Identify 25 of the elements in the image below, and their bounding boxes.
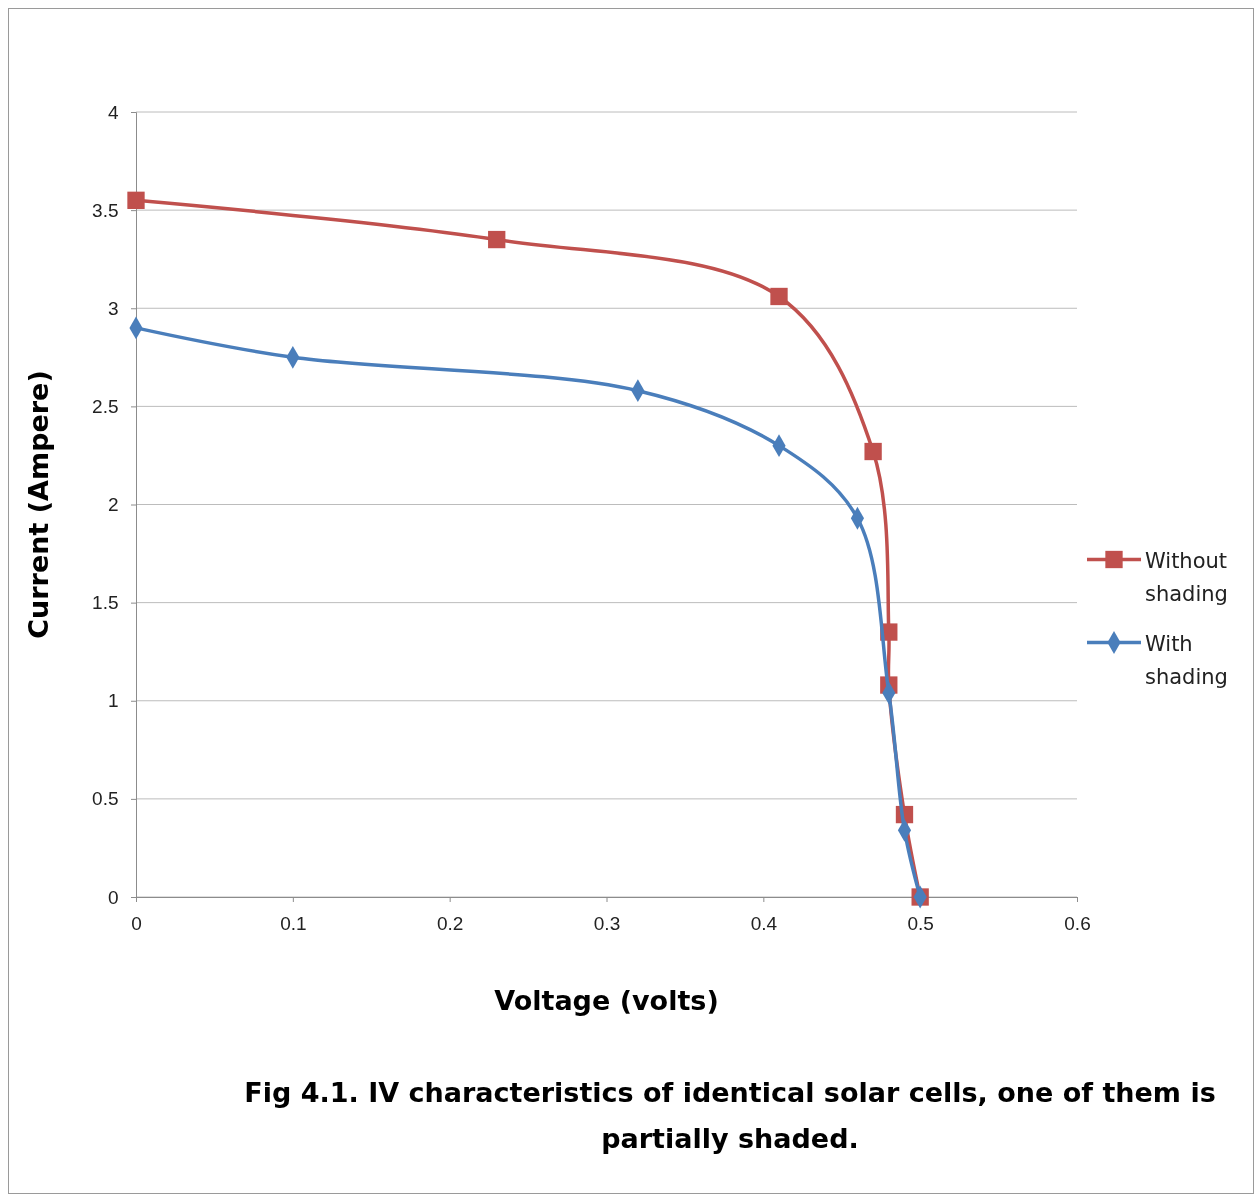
x-axis-title: Voltage (volts): [494, 985, 719, 1016]
legend-label: With shading: [1145, 631, 1228, 689]
x-tick-label: 0.6: [1064, 912, 1091, 934]
x-tick-label: 0.5: [907, 912, 934, 934]
legend-label: Without shading: [1145, 548, 1228, 606]
x-tick-label: 0.1: [280, 912, 307, 934]
point: [127, 191, 145, 209]
y-tick-label: 1: [107, 690, 119, 712]
x-tick-label: 0: [131, 912, 142, 934]
x-tick-label: 0.4: [750, 912, 778, 934]
x-tick-label: 0.2: [436, 912, 464, 934]
point: [864, 442, 882, 461]
caption: Fig 4.1. IV characteristics of identical solar cells, one of them is partially shaded.: [243, 1076, 1217, 1156]
y-tick-label: 0.5: [92, 788, 119, 810]
point: [488, 230, 506, 249]
x-tick-label: 0.3: [593, 912, 621, 934]
y-tick-label: 2: [107, 494, 119, 516]
y-tick-label: 0: [107, 886, 119, 908]
y-tick-label: 4: [107, 101, 119, 123]
y-tick-label: 3.5: [92, 199, 119, 221]
y-tick-label: 2.5: [92, 395, 119, 417]
point: [770, 287, 788, 306]
y-tick-label: 1.5: [92, 592, 119, 614]
y-axis-title: Current (Ampere): [23, 370, 54, 639]
y-tick-label: 3: [107, 297, 119, 319]
